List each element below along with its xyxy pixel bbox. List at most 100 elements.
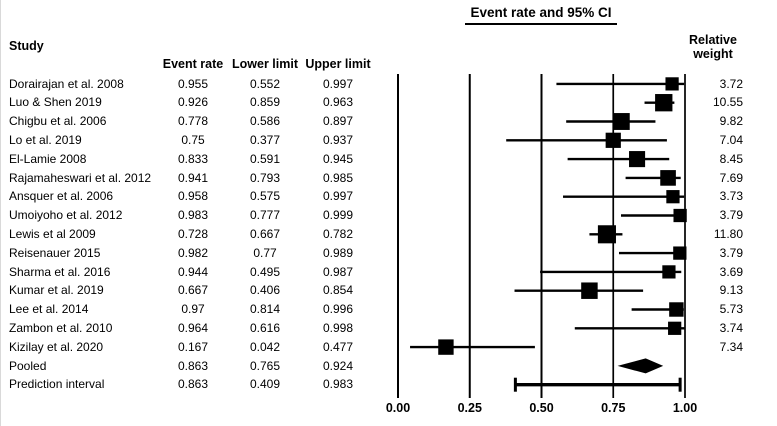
relative-weight-value: 3.73: [719, 189, 743, 204]
lower-limit-value: 0.406: [249, 283, 281, 298]
lower-limit-value: 0.814: [249, 302, 281, 317]
lower-limit-value: 0.777: [249, 208, 281, 223]
event-rate-value: 0.964: [177, 320, 209, 335]
study-label: Prediction interval: [9, 377, 105, 392]
axis-tick-label: 0.75: [601, 401, 626, 415]
relative-weight-value: 3.74: [719, 320, 743, 335]
upper-limit-value: 0.987: [322, 264, 354, 279]
column-header-lower-limit: Lower limit: [232, 57, 298, 71]
upper-limit-value: 0.999: [322, 208, 354, 223]
relative-weight-value: 3.79: [719, 245, 743, 260]
relative-weight-value: 11.80: [713, 226, 743, 241]
event-rate-value: 0.863: [177, 358, 209, 373]
relative-weight-value: 5.73: [719, 302, 743, 317]
axis-tick-label: 0.50: [529, 401, 554, 415]
study-label: Luo & Shen 2019: [9, 95, 102, 110]
event-rate-value: 0.958: [177, 189, 209, 204]
relative-weight-value: 7.04: [719, 132, 743, 147]
lower-limit-value: 0.667: [249, 226, 281, 241]
upper-limit-value: 0.782: [322, 226, 354, 241]
event-rate-marker: [581, 282, 598, 299]
event-rate-value: 0.778: [177, 114, 209, 129]
upper-limit-value: 0.924: [322, 358, 354, 373]
event-rate-value: 0.926: [177, 95, 209, 110]
event-rate-value: 0.75: [181, 132, 205, 147]
column-header-relative-weight: Relative weight: [689, 33, 737, 61]
lower-limit-value: 0.377: [249, 132, 281, 147]
upper-limit-value: 0.963: [322, 95, 354, 110]
event-rate-value: 0.863: [177, 377, 209, 392]
lower-limit-value: 0.586: [249, 114, 281, 129]
relative-weight-value: 7.69: [719, 170, 743, 185]
event-rate-value: 0.97: [181, 302, 205, 317]
upper-limit-value: 0.945: [322, 151, 354, 166]
pooled-diamond: [617, 358, 664, 374]
column-header-event-rate: Event rate: [162, 57, 224, 71]
upper-limit-value: 0.996: [322, 302, 354, 317]
study-label: Ansquer et al. 2006: [9, 189, 114, 204]
lower-limit-value: 0.042: [249, 339, 281, 354]
upper-limit-value: 0.997: [322, 189, 354, 204]
study-label: Lo et al. 2019: [9, 132, 82, 147]
study-label: Reisenauer 2015: [9, 245, 101, 260]
upper-limit-value: 0.937: [322, 132, 354, 147]
lower-limit-value: 0.409: [249, 377, 281, 392]
plot-title: Event rate and 95% CI: [465, 5, 617, 25]
upper-limit-value: 0.897: [322, 114, 354, 129]
study-label: Chigbu et al. 2006: [9, 114, 107, 129]
event-rate-value: 0.167: [177, 339, 209, 354]
lower-limit-value: 0.616: [249, 320, 281, 335]
axis-tick-label: 0.25: [457, 401, 482, 415]
relative-weight-value: 8.45: [719, 151, 743, 166]
relative-weight-value: 9.82: [719, 114, 743, 129]
relative-weight-value: 3.72: [719, 76, 743, 91]
study-label: Umoiyoho et al. 2012: [9, 208, 123, 223]
study-label: Dorairajan et al. 2008: [9, 76, 124, 91]
lower-limit-value: 0.793: [249, 170, 281, 185]
upper-limit-value: 0.985: [322, 170, 354, 185]
event-rate-value: 0.944: [177, 264, 209, 279]
event-rate-value: 0.667: [177, 283, 209, 298]
lower-limit-value: 0.77: [253, 245, 277, 260]
axis-tick-label: 0.00: [385, 401, 411, 415]
upper-limit-value: 0.983: [322, 377, 354, 392]
study-label: El-Lamie 2008: [9, 151, 87, 166]
event-rate-marker: [597, 225, 616, 244]
event-rate-marker: [629, 151, 646, 168]
lower-limit-value: 0.575: [249, 189, 281, 204]
study-label: Sharma et al. 2016: [9, 264, 111, 279]
lower-limit-value: 0.591: [249, 151, 281, 166]
event-rate-value: 0.833: [177, 151, 209, 166]
event-rate-value: 0.982: [177, 245, 209, 260]
event-rate-marker: [605, 132, 621, 148]
upper-limit-value: 0.854: [322, 283, 354, 298]
upper-limit-value: 0.998: [322, 320, 354, 335]
study-label: Lee et al. 2014: [9, 302, 89, 317]
relative-weight-value: 10.55: [712, 95, 743, 110]
lower-limit-value: 0.765: [249, 358, 281, 373]
event-rate-marker: [655, 94, 673, 112]
upper-limit-value: 0.477: [322, 339, 354, 354]
column-header-study: Study: [9, 39, 44, 53]
relative-weight-value: 9.13: [719, 283, 743, 298]
upper-limit-value: 0.989: [322, 245, 354, 260]
event-rate-value: 0.941: [177, 170, 209, 185]
event-rate-marker: [438, 339, 454, 355]
axis-tick-label: 1.00: [672, 401, 698, 415]
relative-weight-value: 3.79: [719, 208, 743, 223]
relative-weight-value: 3.69: [719, 264, 743, 279]
event-rate-value: 0.983: [177, 208, 209, 223]
event-rate-marker: [612, 113, 630, 130]
study-label: Lewis et al 2009: [9, 226, 96, 241]
study-label: Zambon et al. 2010: [9, 320, 113, 335]
lower-limit-value: 0.495: [249, 264, 281, 279]
upper-limit-value: 0.997: [322, 76, 354, 91]
study-label: Kizilay et al. 2020: [9, 339, 104, 354]
lower-limit-value: 0.552: [249, 76, 281, 91]
lower-limit-value: 0.859: [249, 95, 281, 110]
relative-weight-value: 7.34: [719, 339, 743, 354]
study-label: Pooled: [9, 358, 47, 373]
event-rate-value: 0.728: [177, 226, 209, 241]
event-rate-value: 0.955: [177, 76, 209, 91]
